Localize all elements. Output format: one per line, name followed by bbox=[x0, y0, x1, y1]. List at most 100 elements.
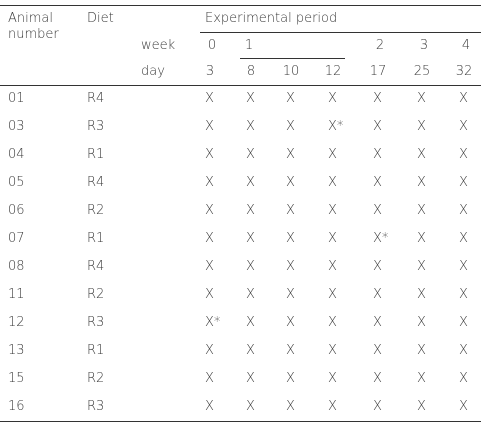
cell-mark: X bbox=[328, 287, 337, 302]
cell-mark: X bbox=[205, 371, 214, 386]
day-number: 32 bbox=[455, 64, 473, 79]
week-number: 4 bbox=[461, 38, 471, 53]
cell-mark: X bbox=[246, 259, 255, 274]
top-rule bbox=[0, 5, 481, 6]
cell-mark: X bbox=[205, 119, 214, 134]
cell-mark: X bbox=[286, 315, 295, 330]
cell-mark: X bbox=[246, 91, 255, 106]
cell-mark: X bbox=[459, 259, 468, 274]
cell-mark: X bbox=[459, 203, 468, 218]
cell-mark: X bbox=[459, 91, 468, 106]
cell-mark: X bbox=[286, 175, 295, 190]
cell-mark: X bbox=[459, 231, 468, 246]
day-number: 12 bbox=[324, 64, 342, 79]
cell-mark: X bbox=[417, 399, 426, 414]
cell-mark: X bbox=[205, 203, 214, 218]
cell-mark: X* bbox=[205, 315, 221, 330]
day-number: 25 bbox=[413, 64, 431, 79]
cell-mark: X bbox=[246, 315, 255, 330]
diet: R2 bbox=[87, 203, 105, 218]
cell-mark: X bbox=[246, 175, 255, 190]
diet: R2 bbox=[87, 371, 105, 386]
animal-number: 03 bbox=[8, 119, 25, 134]
cell-mark: X bbox=[246, 231, 255, 246]
cell-mark: X bbox=[205, 231, 214, 246]
cell-mark: X bbox=[246, 287, 255, 302]
diet: R3 bbox=[87, 119, 105, 134]
cell-mark: X bbox=[286, 287, 295, 302]
period-rule bbox=[200, 32, 481, 33]
diet: R2 bbox=[87, 287, 105, 302]
cell-mark: X bbox=[328, 91, 337, 106]
cell-mark: X bbox=[286, 119, 295, 134]
cell-mark: X bbox=[417, 371, 426, 386]
cell-mark: X bbox=[328, 203, 337, 218]
animal-number: 04 bbox=[8, 147, 25, 162]
cell-mark: X bbox=[246, 203, 255, 218]
day-number: 17 bbox=[369, 64, 387, 79]
cell-mark: X bbox=[286, 231, 295, 246]
cell-mark: X bbox=[246, 371, 255, 386]
cell-mark: X bbox=[246, 119, 255, 134]
cell-mark: X bbox=[373, 119, 382, 134]
cell-mark: X bbox=[286, 371, 295, 386]
cell-mark: X bbox=[373, 343, 382, 358]
cell-mark: X bbox=[373, 147, 382, 162]
diet: R1 bbox=[87, 343, 105, 358]
diet: R1 bbox=[87, 147, 105, 162]
diet: R3 bbox=[87, 399, 105, 414]
cell-mark: X bbox=[459, 315, 468, 330]
cell-mark: X bbox=[459, 399, 468, 414]
cell-mark: X bbox=[286, 399, 295, 414]
cell-mark: X bbox=[417, 91, 426, 106]
animal-number: 08 bbox=[8, 259, 25, 274]
diet: R3 bbox=[87, 315, 105, 330]
cell-mark: X bbox=[417, 287, 426, 302]
diet: R1 bbox=[87, 231, 105, 246]
cell-mark: X bbox=[246, 147, 255, 162]
animal-number: 16 bbox=[8, 399, 25, 414]
animal-number: 15 bbox=[8, 371, 25, 386]
cell-mark: X bbox=[417, 147, 426, 162]
cell-mark: X bbox=[205, 343, 214, 358]
cell-mark: X bbox=[205, 91, 214, 106]
cell-mark: X bbox=[373, 315, 382, 330]
cell-mark: X bbox=[417, 259, 426, 274]
cell-mark: X bbox=[373, 287, 382, 302]
day-number: 3 bbox=[205, 64, 215, 79]
diet: R4 bbox=[87, 175, 105, 190]
week-number: 2 bbox=[375, 38, 385, 53]
cell-mark: X bbox=[286, 91, 295, 106]
diet-header: Diet bbox=[87, 11, 114, 26]
cell-mark: X bbox=[459, 287, 468, 302]
cell-mark: X bbox=[328, 371, 337, 386]
day-label: day bbox=[141, 64, 165, 79]
cell-mark: X bbox=[246, 343, 255, 358]
cell-mark: X bbox=[373, 259, 382, 274]
cell-mark: X bbox=[286, 259, 295, 274]
week-number: 3 bbox=[419, 38, 429, 53]
animal-number: 12 bbox=[8, 315, 25, 330]
cell-mark: X bbox=[205, 175, 214, 190]
cell-mark: X bbox=[459, 119, 468, 134]
week-number: 0 bbox=[207, 38, 217, 53]
cell-mark: X bbox=[373, 91, 382, 106]
header-rule bbox=[0, 85, 481, 86]
cell-mark: X bbox=[373, 399, 382, 414]
cell-mark: X bbox=[328, 315, 337, 330]
cell-mark: X bbox=[373, 203, 382, 218]
week-label: week bbox=[141, 38, 176, 53]
diet: R4 bbox=[87, 91, 105, 106]
cell-mark: X bbox=[459, 371, 468, 386]
cell-mark: X bbox=[417, 315, 426, 330]
cell-mark: X bbox=[417, 343, 426, 358]
cell-mark: X bbox=[328, 343, 337, 358]
animal-number: 11 bbox=[8, 287, 25, 302]
cell-mark: X bbox=[205, 259, 214, 274]
cell-mark: X bbox=[205, 399, 214, 414]
cell-mark: X bbox=[417, 175, 426, 190]
cell-mark: X bbox=[286, 203, 295, 218]
animal-number: 01 bbox=[8, 91, 25, 106]
diet: R4 bbox=[87, 259, 105, 274]
animal-number: 06 bbox=[8, 203, 25, 218]
